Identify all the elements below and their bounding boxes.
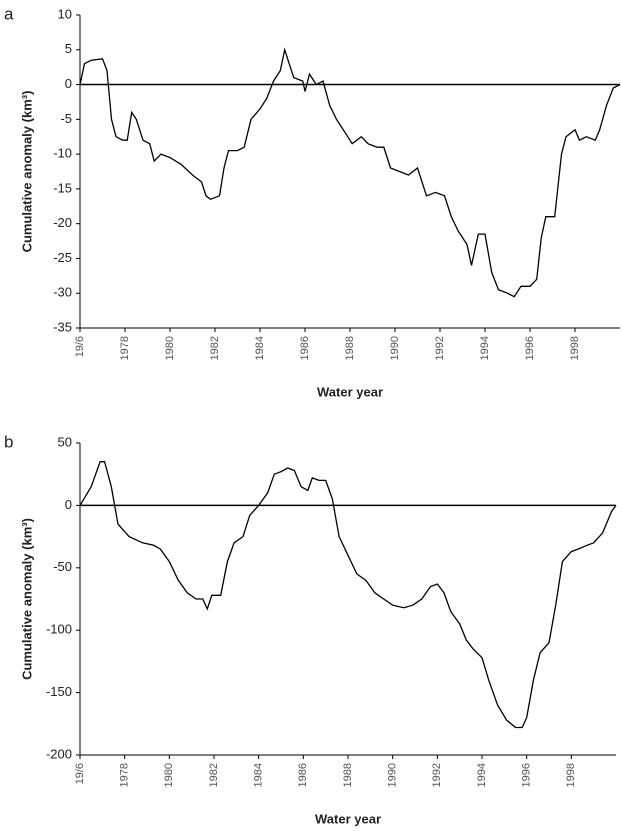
x-tick-label: 1978 <box>119 763 131 787</box>
x-tick-label: 1994 <box>476 763 488 787</box>
data-line <box>79 461 617 729</box>
x-tick-label: 1978 <box>119 336 131 360</box>
x-tick-label: 1990 <box>387 763 399 787</box>
x-tick-label: 1984 <box>253 763 265 787</box>
data-line <box>79 47 621 298</box>
y-tick-label: -200 <box>46 746 72 761</box>
x-tick-label: 19/6 <box>74 763 86 784</box>
y-tick-label: -50 <box>53 559 72 574</box>
y-axis-title: Cumulative anomaly (km³) <box>19 518 34 680</box>
y-tick-label: -25 <box>53 250 72 265</box>
x-tick-label: 1986 <box>297 763 309 787</box>
x-tick-label: 1996 <box>524 336 536 360</box>
x-tick-label: 1996 <box>521 763 533 787</box>
y-tick-label: -30 <box>53 285 72 300</box>
y-tick-label: -100 <box>46 622 72 637</box>
x-axis-title: Water year <box>317 384 383 399</box>
y-tick-label: -35 <box>53 319 72 334</box>
y-tick-label: -150 <box>46 684 72 699</box>
y-axis-title: Cumulative anomaly (km³) <box>19 91 34 253</box>
y-tick-label: -5 <box>60 111 72 126</box>
x-tick-label: 1988 <box>342 763 354 787</box>
x-tick-label: 1998 <box>569 336 581 360</box>
y-tick-label: 0 <box>65 76 72 91</box>
x-tick-label: 1984 <box>254 336 266 360</box>
x-tick-label: 1980 <box>163 763 175 787</box>
y-tick-label: 5 <box>65 41 72 56</box>
y-tick-label: 0 <box>65 497 72 512</box>
x-tick-label: 1982 <box>208 763 220 787</box>
x-tick-label: 1980 <box>164 336 176 360</box>
x-axis-title: Water year <box>315 811 381 826</box>
x-tick-label: 1986 <box>299 336 311 360</box>
y-tick-label: 10 <box>58 6 72 21</box>
y-tick-label: -10 <box>53 146 72 161</box>
y-tick-label: -15 <box>53 180 72 195</box>
x-tick-label: 19/6 <box>74 336 86 357</box>
panel-label: a <box>4 4 14 23</box>
y-tick-label: 50 <box>58 434 72 449</box>
panel-label: b <box>4 432 13 451</box>
x-tick-label: 1992 <box>434 336 446 360</box>
x-tick-label: 1994 <box>479 336 491 360</box>
y-tick-label: -20 <box>53 215 72 230</box>
x-tick-label: 1998 <box>565 763 577 787</box>
x-tick-label: 1988 <box>344 336 356 360</box>
x-tick-label: 1990 <box>389 336 401 360</box>
x-tick-label: 1992 <box>431 763 443 787</box>
x-tick-label: 1982 <box>209 336 221 360</box>
